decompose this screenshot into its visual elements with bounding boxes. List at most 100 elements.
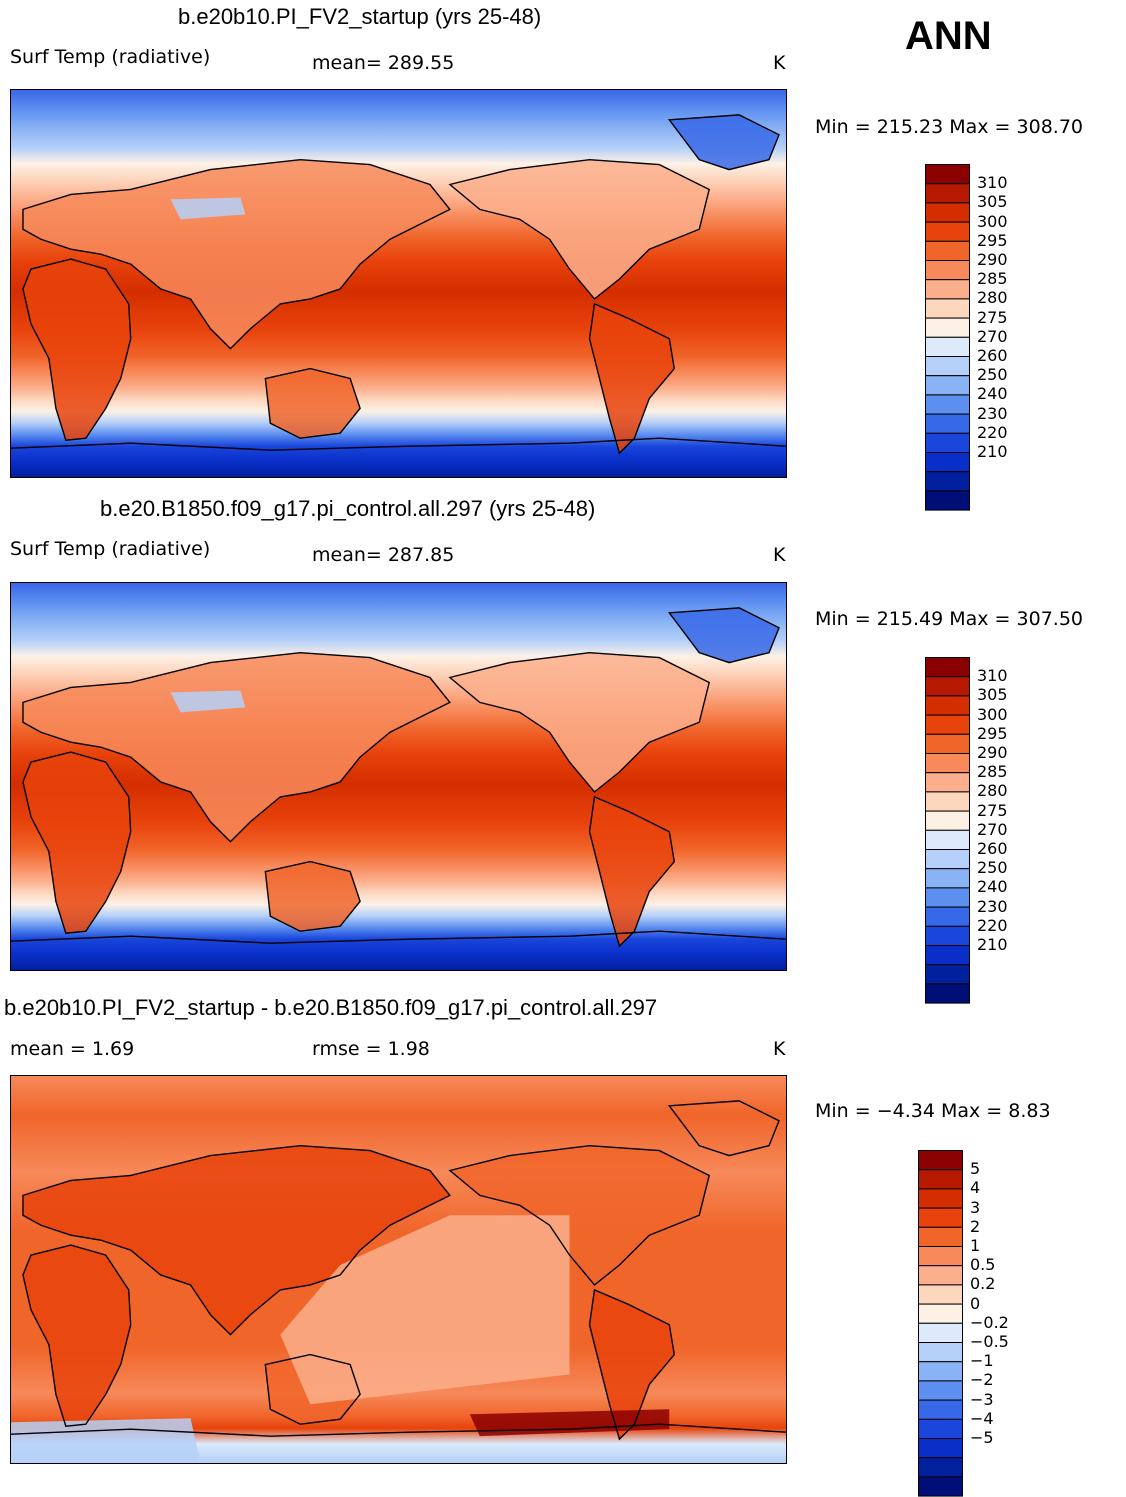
colorbar-swatch [925, 432, 970, 453]
panel-1-title: b.e20b10.PI_FV2_startup (yrs 25-48) [178, 4, 542, 29]
colorbar-tick-label: 220 [977, 422, 1008, 442]
colorbar-swatch [925, 394, 970, 415]
colorbar-swatch [918, 1322, 963, 1344]
panel-3-title: b.e20b10.PI_FV2_startup - b.e20.B1850.f0… [4, 995, 658, 1020]
colorbar-swatch [918, 1380, 963, 1401]
map-region [449, 159, 710, 299]
colorbar-tick-label: 250 [977, 365, 1008, 385]
map-region [449, 1145, 710, 1285]
colorbar-swatch [925, 849, 970, 870]
map-region [449, 652, 710, 792]
colorbar-swatch [925, 733, 970, 755]
colorbar-tick-label: 210 [977, 442, 1008, 461]
colorbar-tick-label: −0.2 [970, 1312, 1009, 1332]
colorbar-tick-label: 295 [977, 230, 1008, 250]
coastline [22, 751, 132, 934]
colorbar-tick-label: 275 [977, 800, 1008, 820]
colorbar-swatch [918, 1399, 963, 1420]
colorbar-tick-label: 250 [977, 858, 1008, 878]
colorbar-swatch [925, 336, 970, 358]
panel-1-units: K [773, 52, 786, 74]
colorbar-swatch [925, 810, 970, 831]
colorbar-tick-label: −5 [970, 1428, 994, 1447]
colorbar-swatch [918, 1246, 963, 1267]
colorbar-swatch [918, 1361, 963, 1382]
coastline [448, 158, 711, 300]
colorbar-tick-label: 270 [977, 326, 1008, 346]
colorbar-swatch [925, 657, 970, 678]
map-region [22, 159, 450, 349]
map-region [22, 1245, 131, 1427]
coastline [448, 1144, 711, 1286]
colorbar-tick-label: 295 [977, 723, 1008, 743]
map-region [589, 1289, 675, 1440]
coastline [264, 860, 361, 932]
colorbar-swatch [918, 1265, 963, 1286]
colorbar-swatch [925, 964, 970, 985]
colorbar-swatch [925, 945, 970, 966]
panel-2-title: b.e20.B1850.f09_g17.pi_control.all.297 (… [100, 496, 596, 521]
colorbar-tick-label: 220 [977, 915, 1008, 935]
colorbar-tick-label: 300 [977, 704, 1008, 724]
panel-3-rmse: rmse = 1.98 [312, 1038, 430, 1060]
map-region [589, 796, 675, 947]
colorbar-tick-label: 290 [977, 250, 1008, 269]
colorbar-swatch [918, 1207, 963, 1228]
map-field [11, 90, 786, 477]
colorbar-swatch [925, 868, 970, 889]
colorbar-tick-label: −2 [970, 1370, 994, 1390]
panel-1-variable: Surf Temp (radiative) [10, 46, 211, 68]
panel-2-map [10, 582, 787, 971]
colorbar-tick-label: 270 [977, 819, 1008, 839]
colorbar-swatch [925, 183, 970, 204]
colorbar-tick-label: 230 [977, 896, 1008, 916]
season-label: ANN [905, 14, 992, 58]
panel-1-mean: mean= 289.55 [312, 52, 455, 74]
panel-2-mean: mean= 287.85 [312, 544, 455, 566]
colorbar-swatch [925, 753, 970, 774]
colorbar-tick-label: 300 [977, 211, 1008, 231]
colorbar-swatch [918, 1188, 963, 1209]
colorbar-tick-label: 0.5 [970, 1255, 996, 1275]
colorbar-swatch [918, 1438, 963, 1459]
colorbar-tick-label: 305 [977, 192, 1008, 212]
colorbar-tick-label: 240 [977, 384, 1008, 404]
panel-3-units: K [773, 1038, 786, 1060]
coastline [11, 437, 786, 451]
colorbar-swatch [925, 490, 970, 511]
colorbar-swatch [918, 1457, 963, 1478]
coastline [11, 930, 786, 944]
colorbar-tick-label: −4 [970, 1408, 994, 1428]
colorbar-tick-label: 260 [977, 839, 1008, 858]
map-region [280, 1215, 570, 1405]
colorbar-swatch [925, 925, 970, 946]
colorbar-tick-label: −0.5 [970, 1332, 1009, 1351]
colorbar-tick-label: 0 [970, 1293, 981, 1313]
colorbar-swatch [918, 1418, 963, 1439]
colorbar-swatch [925, 471, 970, 492]
colorbar-tick-label: 275 [977, 307, 1008, 327]
colorbar-swatch [925, 829, 970, 851]
colorbar-tick-label: 285 [977, 269, 1008, 289]
colorbar-tick-label: 290 [977, 743, 1008, 762]
colorbar-swatch [925, 676, 970, 697]
colorbar-swatch [925, 906, 970, 927]
colorbar-tick-label: 2 [970, 1216, 981, 1236]
panel-2-variable: Surf Temp (radiative) [10, 538, 211, 560]
coastline [667, 607, 780, 664]
colorbar-swatch [925, 375, 970, 396]
coastline [264, 1353, 361, 1425]
colorbar-swatch [925, 695, 970, 716]
map-field [11, 583, 786, 970]
panel-2-units: K [773, 544, 786, 566]
colorbar-swatch [925, 221, 970, 242]
colorbar-tick-label: 5 [970, 1159, 981, 1179]
colorbar-tick-label: 310 [977, 666, 1008, 686]
colorbar-swatch [918, 1342, 963, 1363]
map-region [589, 303, 675, 454]
colorbar-swatch [925, 164, 970, 185]
colorbar-tick-label: 230 [977, 403, 1008, 423]
colorbar-tick-label: 280 [977, 781, 1008, 801]
map-region [265, 368, 361, 439]
colorbar-swatch [925, 260, 970, 281]
